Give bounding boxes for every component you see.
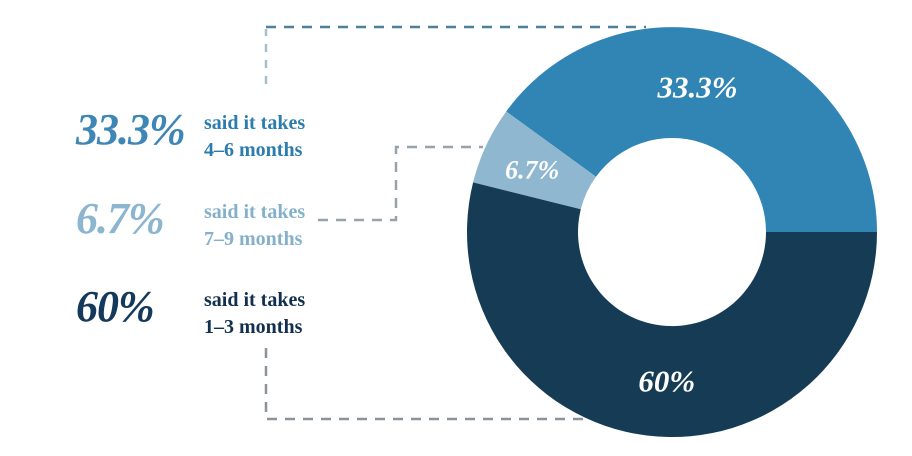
- legend-description-line2: 7–9 months: [204, 228, 303, 250]
- legend-item-4-6-months: 33.3% said it takes 4–6 months: [76, 108, 305, 164]
- legend-description-line1: said it takes: [204, 289, 306, 311]
- donut-slice-7-9-months: [473, 111, 596, 210]
- connector-60-line: [264, 348, 602, 421]
- legend-percent: 60%: [76, 282, 155, 331]
- connector-lines: [264, 25, 646, 421]
- legend-item-1-3-months: 60% said it takes 1–3 months: [76, 285, 305, 341]
- legend-item-7-9-months: 6.7% said it takes 7–9 months: [76, 197, 305, 253]
- legend-description-line1: said it takes: [204, 112, 306, 134]
- donut-slices: [467, 27, 878, 438]
- donut-slice-1-3-months: [467, 182, 878, 438]
- donut-slice-label-1-3-months: 60%: [638, 363, 695, 398]
- legend-percent: 6.7%: [76, 194, 165, 243]
- legend-percent: 33.3%: [76, 105, 186, 154]
- legend-description: said it takes 1–3 months: [204, 287, 305, 341]
- donut-slice-4-6-months: [506, 27, 877, 233]
- connector-6-line: [318, 145, 483, 222]
- legend-description-line1: said it takes: [204, 201, 306, 223]
- legend-description: said it takes 4–6 months: [204, 110, 305, 164]
- legend-description: said it takes 7–9 months: [204, 199, 305, 253]
- legend-description-line2: 4–6 months: [204, 139, 303, 161]
- legend-description-line2: 1–3 months: [204, 316, 303, 338]
- donut-slice-label-4-6-months: 33.3%: [656, 70, 737, 105]
- donut-labels: 33.3% 6.7% 60%: [505, 70, 737, 399]
- donut-slice-label-7-9-months: 6.7%: [505, 155, 559, 184]
